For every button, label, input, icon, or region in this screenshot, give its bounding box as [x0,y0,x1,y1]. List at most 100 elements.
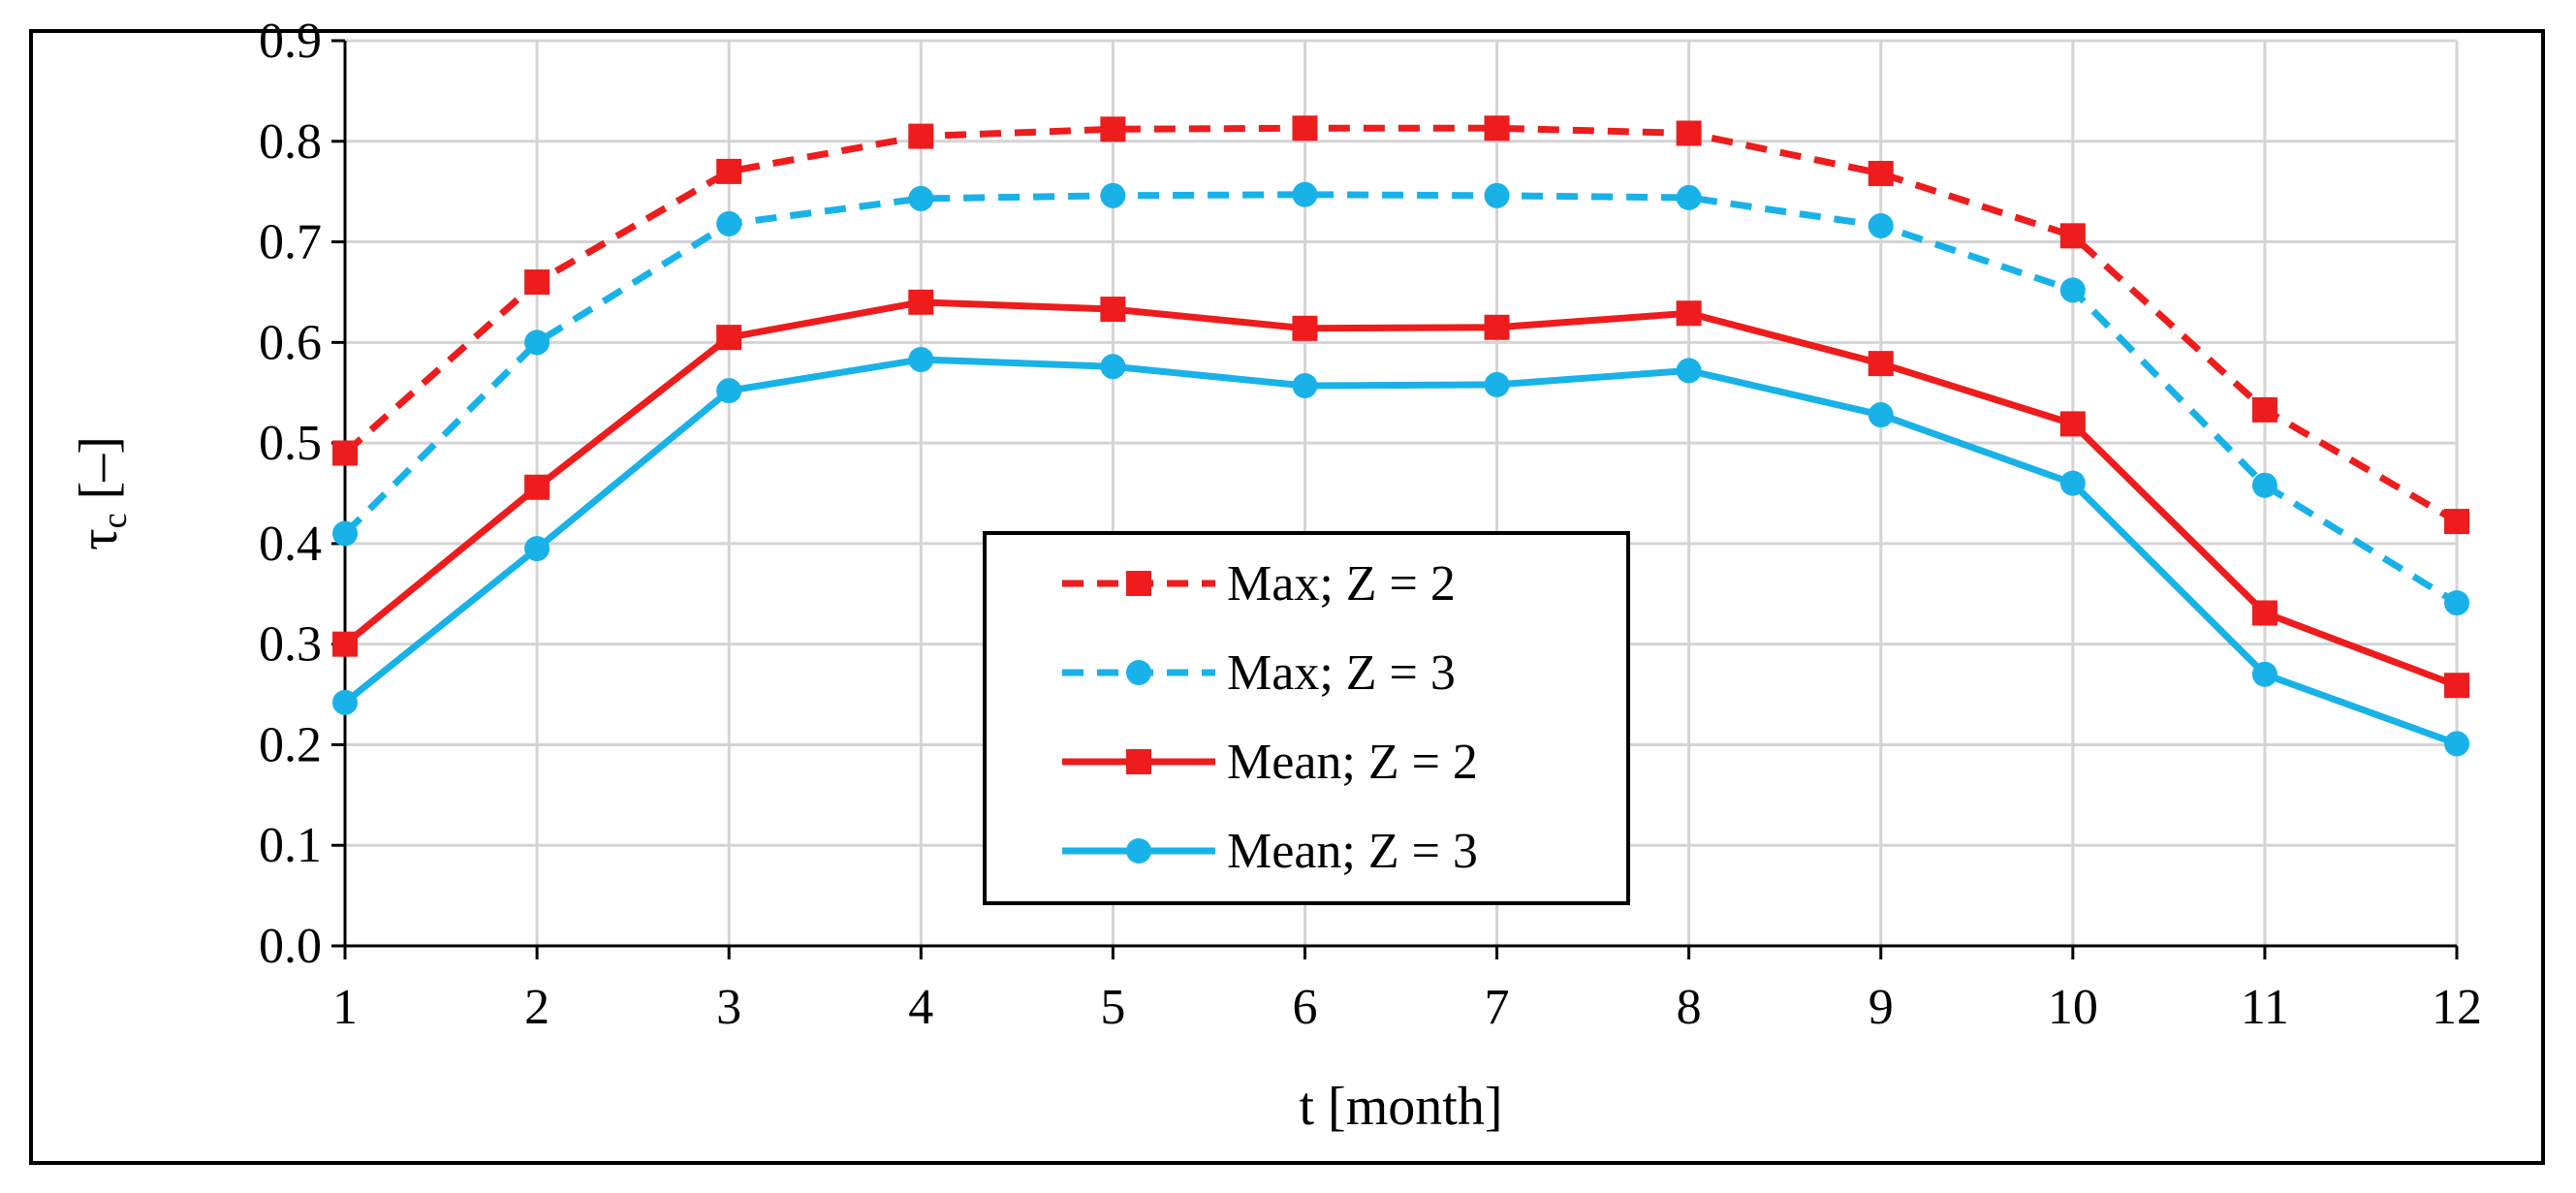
y-tick-label: 0.8 [259,114,322,170]
data-point [2251,396,2278,423]
data-point [908,346,934,372]
legend-box [983,531,1630,905]
data-point [1676,184,1702,210]
series-2 [332,289,2469,699]
legend-marker [1126,571,1151,596]
data-point [332,689,358,715]
series-line [342,124,2459,525]
data-point [1292,115,1318,141]
legend-label: Max; Z = 2 [1227,556,1456,612]
y-tick-label: 0.6 [259,315,322,370]
data-point [332,631,358,657]
legend-item: Mean; Z = 3 [1062,824,1478,879]
data-point [1868,351,1894,377]
y-tick-label: 0.5 [259,416,322,471]
series-0 [332,115,2469,535]
data-point [524,536,550,562]
legend-marker [1126,660,1151,685]
data-point [908,123,934,149]
y-axis-unit: [–] [69,436,129,499]
data-point [908,289,934,315]
x-tick-label: 5 [1100,980,1125,1035]
data-point [1484,182,1510,208]
y-tick-label: 0.3 [259,617,322,673]
data-point [1100,297,1126,323]
x-tick-label: 2 [524,980,550,1035]
data-point [1868,160,1894,186]
series-line [342,298,2459,689]
data-point [1292,372,1318,398]
legend-item: Max; Z = 3 [1062,645,1456,701]
legend-label: Mean; Z = 2 [1227,735,1478,790]
legend-items: Max; Z = 2 Max; Z = 3 Mean; Z = 2 Mean; Z =… [1062,556,1478,879]
y-axis-symbol: τ [69,528,129,550]
legend-label: Mean; Z = 3 [1227,824,1478,879]
y-tick-label: 0.9 [259,14,322,69]
tick-labels: 0.00.10.20.30.40.50.60.70.80.91 2 3 4 5 6 7 8 9 1… [259,14,2482,1035]
x-tick-label: 12 [2432,980,2482,1035]
legend-item: Mean; Z = 2 [1062,735,1478,790]
x-tick-label: 6 [1292,980,1317,1035]
y-tick-label: 0.0 [259,919,322,974]
series-3 [332,346,2469,757]
data-point [2251,472,2278,498]
y-tick-label: 0.7 [259,215,322,270]
data-point [1868,402,1894,428]
data-point [2059,277,2086,303]
data-point [1676,300,1702,327]
y-axis-title: τc [–] [69,436,134,550]
series-line [342,191,2459,607]
data-point [2444,731,2469,757]
data-point [524,330,550,356]
legend-item: Max; Z = 2 [1062,556,1456,612]
legend-marker [1126,749,1151,774]
data-point [2251,600,2278,626]
data-point [2444,509,2469,535]
data-point [1100,116,1126,142]
data-point [1484,115,1510,141]
x-tick-label: 11 [2241,980,2289,1035]
data-point [2444,673,2469,699]
x-axis-title: t [month] [1300,1077,1503,1137]
data-point [1292,315,1318,341]
axes [331,39,2459,959]
data-point [2251,661,2278,687]
data-point [716,158,742,184]
data-point [1292,181,1318,207]
data-point [332,440,358,466]
data-point [1484,371,1510,397]
data-point [524,269,550,296]
data-point [716,325,742,351]
x-tick-label: 10 [2048,980,2098,1035]
series-lines [332,115,2469,757]
y-axis-subscript: c [95,513,134,528]
data-point [2059,470,2086,496]
data-point [1676,358,1702,384]
x-tick-label: 3 [716,980,741,1035]
data-point [716,210,742,236]
y-tick-label: 0.2 [259,717,322,772]
data-point [2059,411,2086,437]
data-point [716,378,742,404]
x-tick-label: 7 [1485,980,1510,1035]
data-point [1484,314,1510,340]
legend-marker [1126,838,1151,863]
data-point [2444,590,2469,616]
data-point [524,474,550,500]
y-tick-label: 0.4 [259,517,322,572]
data-point [908,185,934,211]
y-tick-label: 0.1 [259,818,322,873]
legend-label: Max; Z = 3 [1227,645,1456,701]
x-tick-label: 8 [1677,980,1702,1035]
x-tick-label: 4 [908,980,933,1035]
series-line [342,356,2459,747]
x-tick-label: 9 [1869,980,1894,1035]
data-point [1100,354,1126,380]
data-point [332,520,358,547]
data-point [1676,120,1702,146]
series-1 [332,181,2469,616]
x-tick-label: 1 [332,980,358,1035]
data-point [1868,212,1894,238]
data-point [1100,182,1126,208]
